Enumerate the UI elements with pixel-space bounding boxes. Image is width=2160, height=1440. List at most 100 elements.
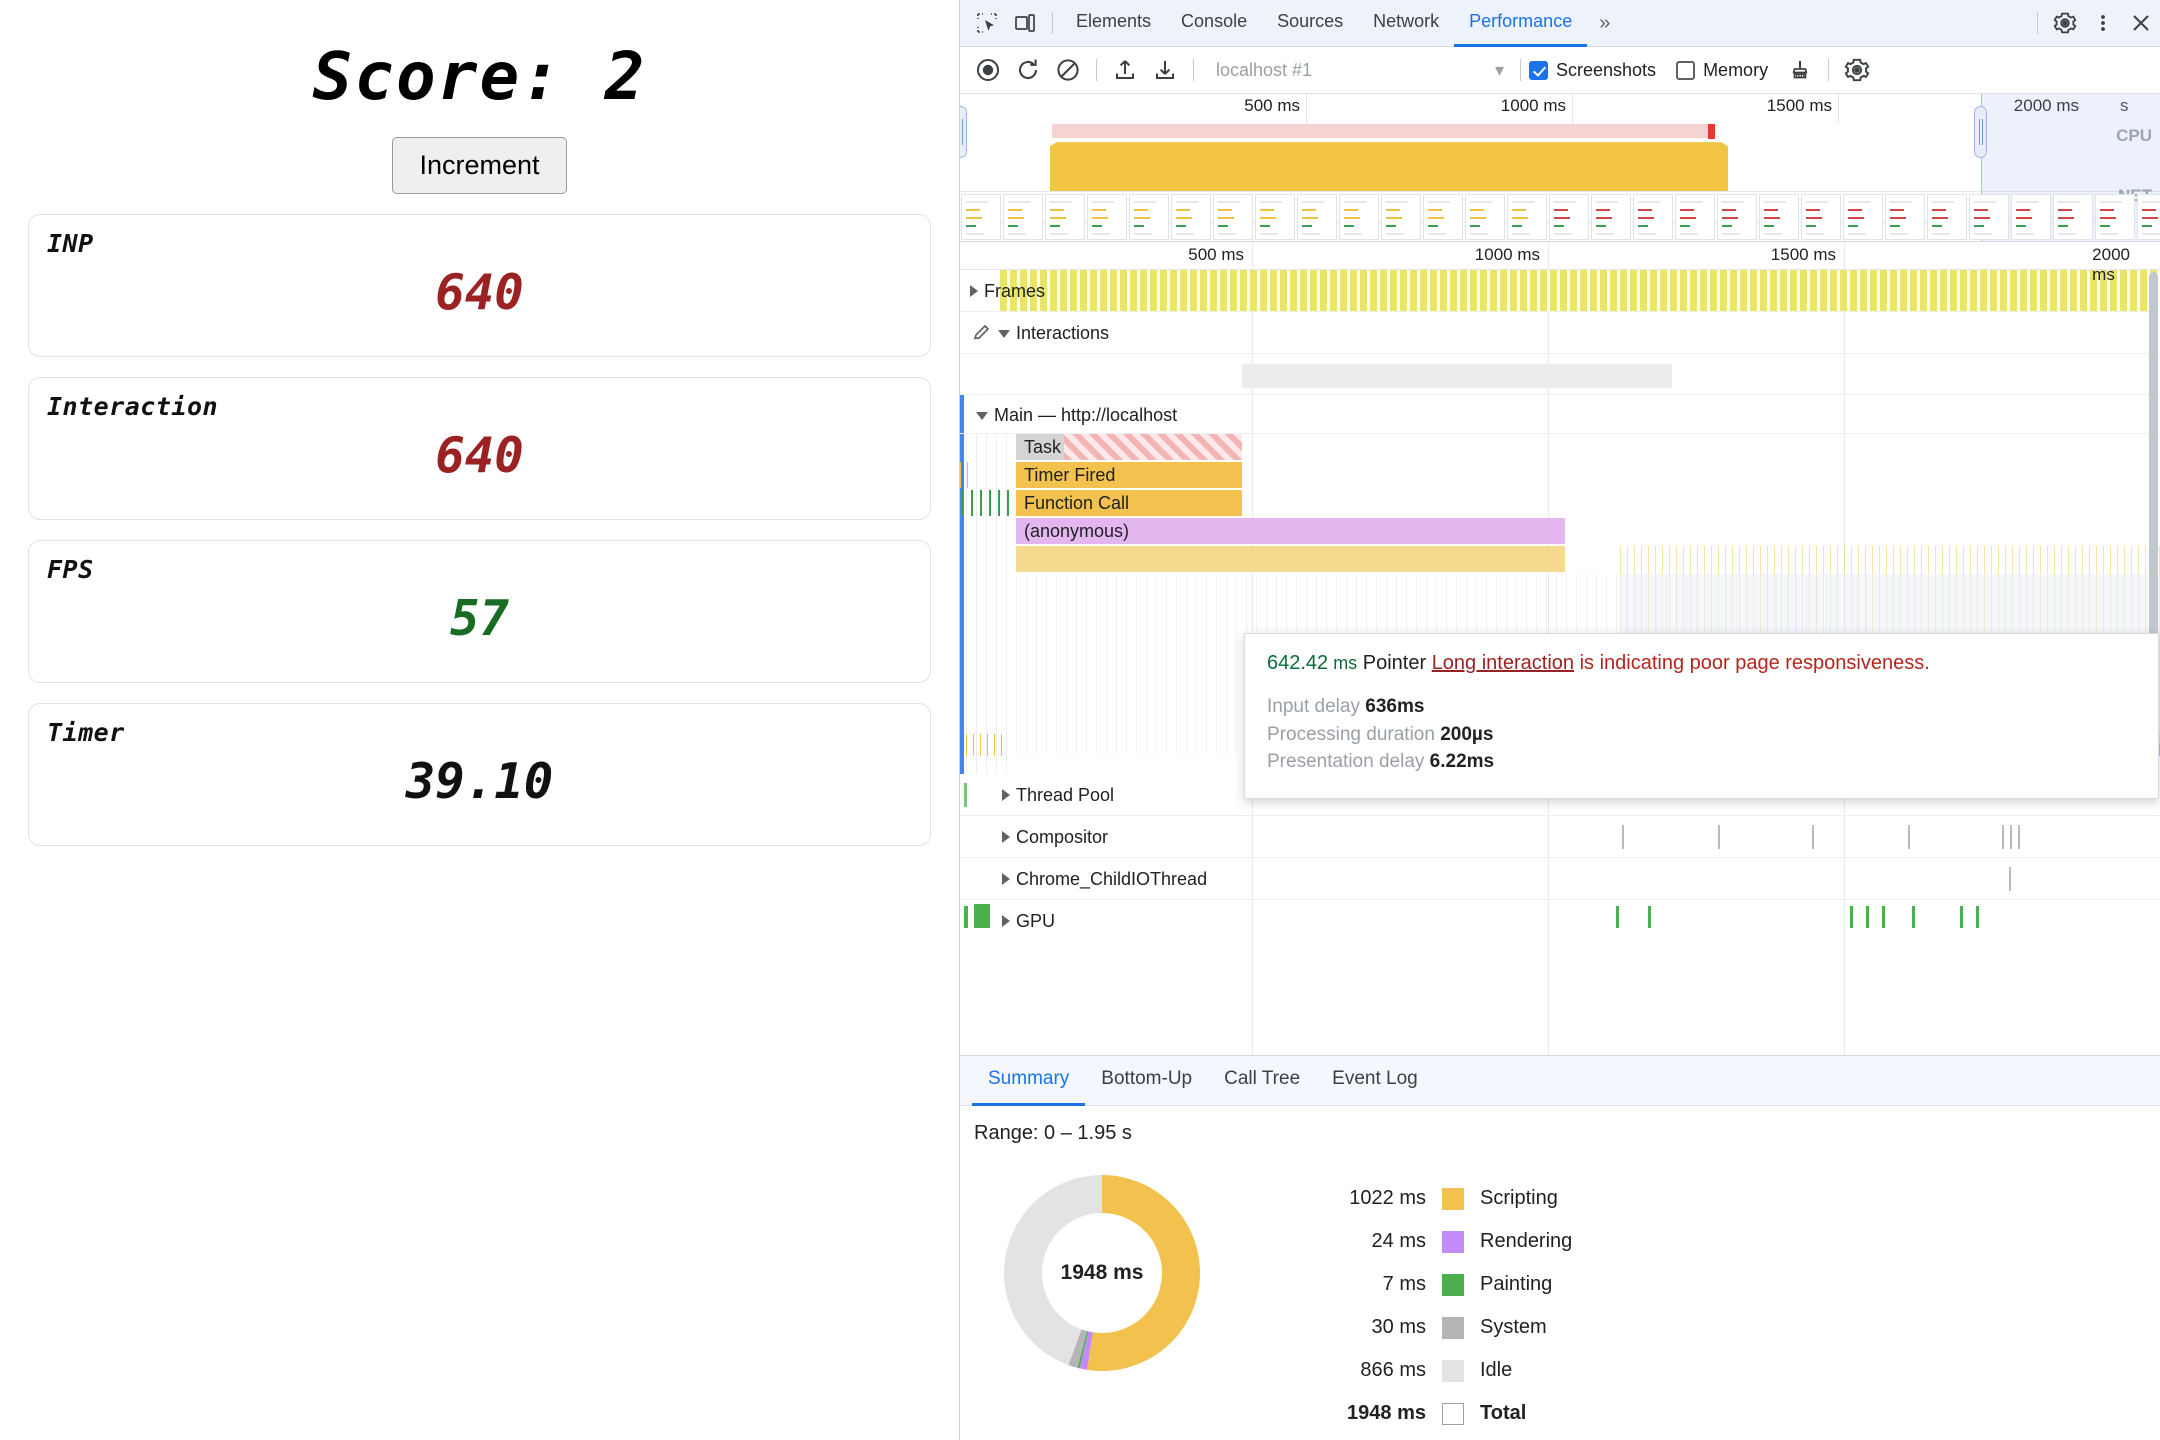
event-bar[interactable] [1016, 546, 1565, 572]
filmstrip-thumbnail[interactable] [1633, 194, 1673, 240]
interaction-event-block[interactable] [1242, 364, 1672, 388]
close-icon[interactable] [2122, 4, 2160, 42]
track-frames[interactable]: Frames [960, 270, 2160, 312]
filmstrip-thumbnail[interactable] [1213, 194, 1253, 240]
expand-arrow-icon[interactable] [1002, 873, 1010, 885]
event-function-call[interactable]: Function Call [1016, 490, 1242, 516]
filmstrip-thumbnail[interactable] [2011, 194, 2051, 240]
tab-elements[interactable]: Elements [1076, 11, 1152, 31]
filmstrip-thumbnail[interactable] [1255, 194, 1295, 240]
collapse-arrow-icon[interactable] [998, 330, 1010, 338]
timeline-overview[interactable]: 500 ms 1000 ms 1500 ms 2000 ms s CPU NET [960, 94, 2160, 242]
increment-button[interactable]: Increment [392, 137, 567, 194]
clear-icon[interactable] [1048, 50, 1088, 90]
flame-chart-scroll-thumb[interactable] [2149, 272, 2158, 772]
overview-selection-window[interactable] [960, 94, 1982, 241]
donut-slice-system[interactable] [1068, 1329, 1087, 1368]
screenshot-filmstrip[interactable] [960, 194, 2160, 241]
download-profile-icon[interactable] [1145, 50, 1185, 90]
filmstrip-thumbnail[interactable] [1843, 194, 1883, 240]
collapse-arrow-icon[interactable] [976, 412, 988, 420]
filmstrip-thumbnail[interactable] [1045, 194, 1085, 240]
track-chrome-childiothread[interactable]: Chrome_ChildIOThread [960, 858, 2160, 900]
capture-settings-gear-icon[interactable] [1837, 50, 1877, 90]
screenshots-checkbox[interactable]: Screenshots [1529, 60, 1656, 81]
overview-left-handle[interactable] [960, 106, 967, 158]
filmstrip-thumbnail[interactable] [1465, 194, 1505, 240]
micro-events [966, 734, 1008, 756]
tab-bottom-up[interactable]: Bottom-Up [1101, 1068, 1193, 1089]
filmstrip-thumbnail[interactable] [1927, 194, 1967, 240]
gear-icon[interactable] [2046, 4, 2084, 42]
track-thread-pool[interactable]: Thread Pool [960, 774, 2160, 816]
filmstrip-thumbnail[interactable] [2053, 194, 2093, 240]
filmstrip-thumbnail[interactable] [1591, 194, 1631, 240]
expand-arrow-icon[interactable] [1002, 831, 1010, 843]
upload-profile-icon[interactable] [1105, 50, 1145, 90]
filmstrip-thumbnail[interactable] [1675, 194, 1715, 240]
expand-arrow-icon[interactable] [1002, 915, 1010, 927]
donut-slice-rendering[interactable] [1079, 1331, 1093, 1370]
inspect-element-icon[interactable] [968, 4, 1006, 42]
tab-console[interactable]: Console [1181, 11, 1248, 31]
track-interactions[interactable]: Interactions [960, 312, 2160, 354]
legend-row[interactable]: 30 ms System [1276, 1306, 1572, 1349]
track-main[interactable]: Main — http://localhost [960, 394, 2160, 434]
record-icon[interactable] [968, 50, 1008, 90]
clear-recording-icon[interactable] [1780, 50, 1820, 90]
legend-row[interactable]: 1022 ms Scripting [1276, 1177, 1572, 1220]
kebab-menu-icon[interactable] [2084, 4, 2122, 42]
more-tabs-icon[interactable]: » [1599, 11, 1611, 34]
tab-performance[interactable]: Performance [1454, 0, 1588, 47]
filmstrip-thumbnail[interactable] [1507, 194, 1547, 240]
device-toolbar-icon[interactable] [1006, 4, 1044, 42]
event-task-hatched[interactable] [1064, 434, 1242, 460]
filmstrip-thumbnail[interactable] [2137, 194, 2160, 240]
donut-slice-idle[interactable] [1004, 1175, 1102, 1366]
legend-row[interactable]: 24 ms Rendering [1276, 1220, 1572, 1263]
overview-right-handle[interactable] [1974, 106, 1987, 158]
filmstrip-thumbnail[interactable] [1717, 194, 1757, 240]
tab-call-tree[interactable]: Call Tree [1224, 1068, 1301, 1089]
tab-network[interactable]: Network [1373, 11, 1440, 31]
filmstrip-thumbnail[interactable] [1297, 194, 1337, 240]
tab-sources[interactable]: Sources [1277, 11, 1344, 31]
reload-and-record-icon[interactable] [1008, 50, 1048, 90]
event-task[interactable]: Task [1016, 434, 1064, 460]
filmstrip-thumbnail[interactable] [1381, 194, 1421, 240]
filmstrip-thumbnail[interactable] [1339, 194, 1379, 240]
filmstrip-thumbnail[interactable] [1423, 194, 1463, 240]
track-compositor[interactable]: Compositor [960, 816, 2160, 858]
expand-arrow-icon[interactable] [1002, 789, 1010, 801]
filmstrip-thumbnail[interactable] [1801, 194, 1841, 240]
filmstrip-thumbnail[interactable] [1549, 194, 1589, 240]
metric-value: 39.10 [405, 753, 554, 810]
filmstrip-thumbnail[interactable] [1969, 194, 2009, 240]
filmstrip-thumbnail[interactable] [2095, 194, 2135, 240]
legend-row[interactable]: 7 ms Painting [1276, 1263, 1572, 1306]
donut-slice-painting[interactable] [1077, 1331, 1089, 1369]
tooltip-link[interactable]: Long interaction [1431, 652, 1575, 674]
edit-pencil-icon[interactable] [972, 323, 992, 343]
filmstrip-thumbnail[interactable] [1129, 194, 1169, 240]
details-tab-bar: Summary Bottom-Up Call Tree Event Log [960, 1056, 2160, 1106]
track-label: GPU [1016, 910, 1056, 931]
filmstrip-thumbnail[interactable] [1885, 194, 1925, 240]
filmstrip-thumbnail[interactable] [1087, 194, 1127, 240]
event-anonymous[interactable]: (anonymous) [1016, 518, 1565, 544]
track-gpu[interactable]: GPU [960, 900, 2160, 942]
filmstrip-thumbnail[interactable] [1171, 194, 1211, 240]
expand-arrow-icon[interactable] [970, 285, 978, 297]
tab-summary[interactable]: Summary [972, 1056, 1086, 1106]
tab-event-log[interactable]: Event Log [1332, 1068, 1418, 1089]
memory-checkbox[interactable]: Memory [1676, 60, 1768, 81]
event-timer-fired[interactable]: Timer Fired [1016, 462, 1242, 488]
filmstrip-thumbnail[interactable] [961, 194, 1001, 240]
filmstrip-thumbnail[interactable] [1003, 194, 1043, 240]
filmstrip-thumbnail[interactable] [1759, 194, 1799, 240]
flame-chart[interactable]: 500 ms 1000 ms 1500 ms 2000 ms Frames [960, 242, 2160, 1055]
flame-chart-scrollbar[interactable] [2149, 272, 2159, 1053]
legend-row[interactable]: 866 ms Idle [1276, 1349, 1572, 1392]
donut-slice-scripting[interactable] [1087, 1175, 1201, 1371]
session-dropdown[interactable]: localhost #1 ▾ [1202, 60, 1512, 81]
